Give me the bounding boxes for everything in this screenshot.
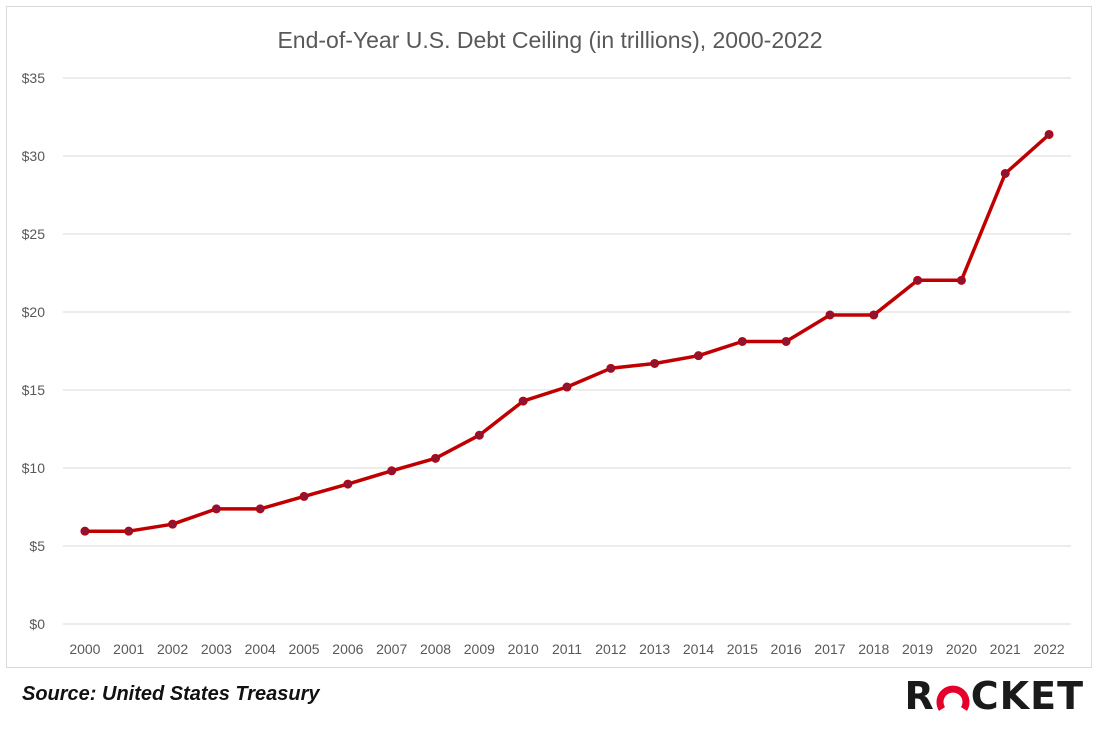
x-tick-label: 2007 [376,641,407,657]
x-tick-label: 2011 [552,641,582,657]
source-note: Source: United States Treasury [22,683,320,705]
data-point [606,363,616,373]
data-point [387,466,397,476]
x-tick-label: 2005 [288,641,319,657]
x-tick-label: 2010 [508,641,539,657]
x-tick-label: 2016 [771,641,802,657]
x-tick-label: 2003 [201,641,232,657]
x-tick-label: 2013 [639,641,670,657]
y-tick-label: $30 [22,148,46,164]
x-tick-label: 2012 [595,641,626,657]
data-point [562,382,572,392]
x-tick-label: 2015 [727,641,758,657]
rocket-o-icon [936,685,970,711]
x-tick-label: 2020 [946,641,977,657]
x-tick-label: 2006 [332,641,363,657]
rocket-logo: R CKET [905,674,1084,718]
y-axis-tick-labels: $0 $5 $10 $15 $20 $25 $30 $35 [22,70,46,632]
data-point [80,526,90,536]
data-point [650,358,660,368]
data-point [825,310,835,320]
x-tick-label: 2000 [69,641,100,657]
data-point [431,453,441,463]
data-point [869,310,879,320]
data-point [1000,168,1010,178]
data-point [693,351,703,361]
x-tick-label: 2021 [990,641,1021,657]
y-tick-label: $20 [22,304,46,320]
data-point [168,519,178,529]
data-point [781,336,791,346]
x-tick-label: 2014 [683,641,714,657]
data-point [737,336,747,346]
grid-lines [63,77,1071,625]
data-point [1044,129,1054,139]
data-point [913,275,923,285]
x-tick-label: 2009 [464,641,495,657]
data-point [474,430,484,440]
y-tick-label: $10 [22,460,46,476]
y-tick-label: $5 [29,538,45,554]
series-layer [80,129,1054,536]
y-tick-label: $15 [22,382,46,398]
data-point [255,504,265,514]
data-point [211,504,221,514]
x-tick-label: 2008 [420,641,451,657]
chart-frame: End-of-Year U.S. Debt Ceiling (in trilli… [6,6,1092,668]
data-point [299,491,309,501]
data-point [124,526,134,536]
y-tick-label: $25 [22,226,46,242]
x-tick-label: 2001 [113,641,144,657]
chart-svg: End-of-Year U.S. Debt Ceiling (in trilli… [22,27,1071,657]
chart-title: End-of-Year U.S. Debt Ceiling (in trilli… [277,27,822,53]
x-tick-label: 2004 [245,641,276,657]
x-tick-label: 2018 [858,641,889,657]
data-point [956,275,966,285]
x-tick-label: 2019 [902,641,933,657]
logo-text: R CKET [904,674,1084,718]
data-point [343,479,353,489]
y-tick-label: $0 [29,616,45,632]
x-tick-label: 2017 [814,641,845,657]
y-tick-label: $35 [22,70,46,86]
x-tick-label: 2002 [157,641,188,657]
data-point [518,396,528,406]
series-line [83,132,1051,533]
x-axis-tick-labels: 2000 2001 2002 2003 2004 2005 2006 2007 2008 2009… [69,641,1065,657]
x-tick-label: 2022 [1034,641,1065,657]
